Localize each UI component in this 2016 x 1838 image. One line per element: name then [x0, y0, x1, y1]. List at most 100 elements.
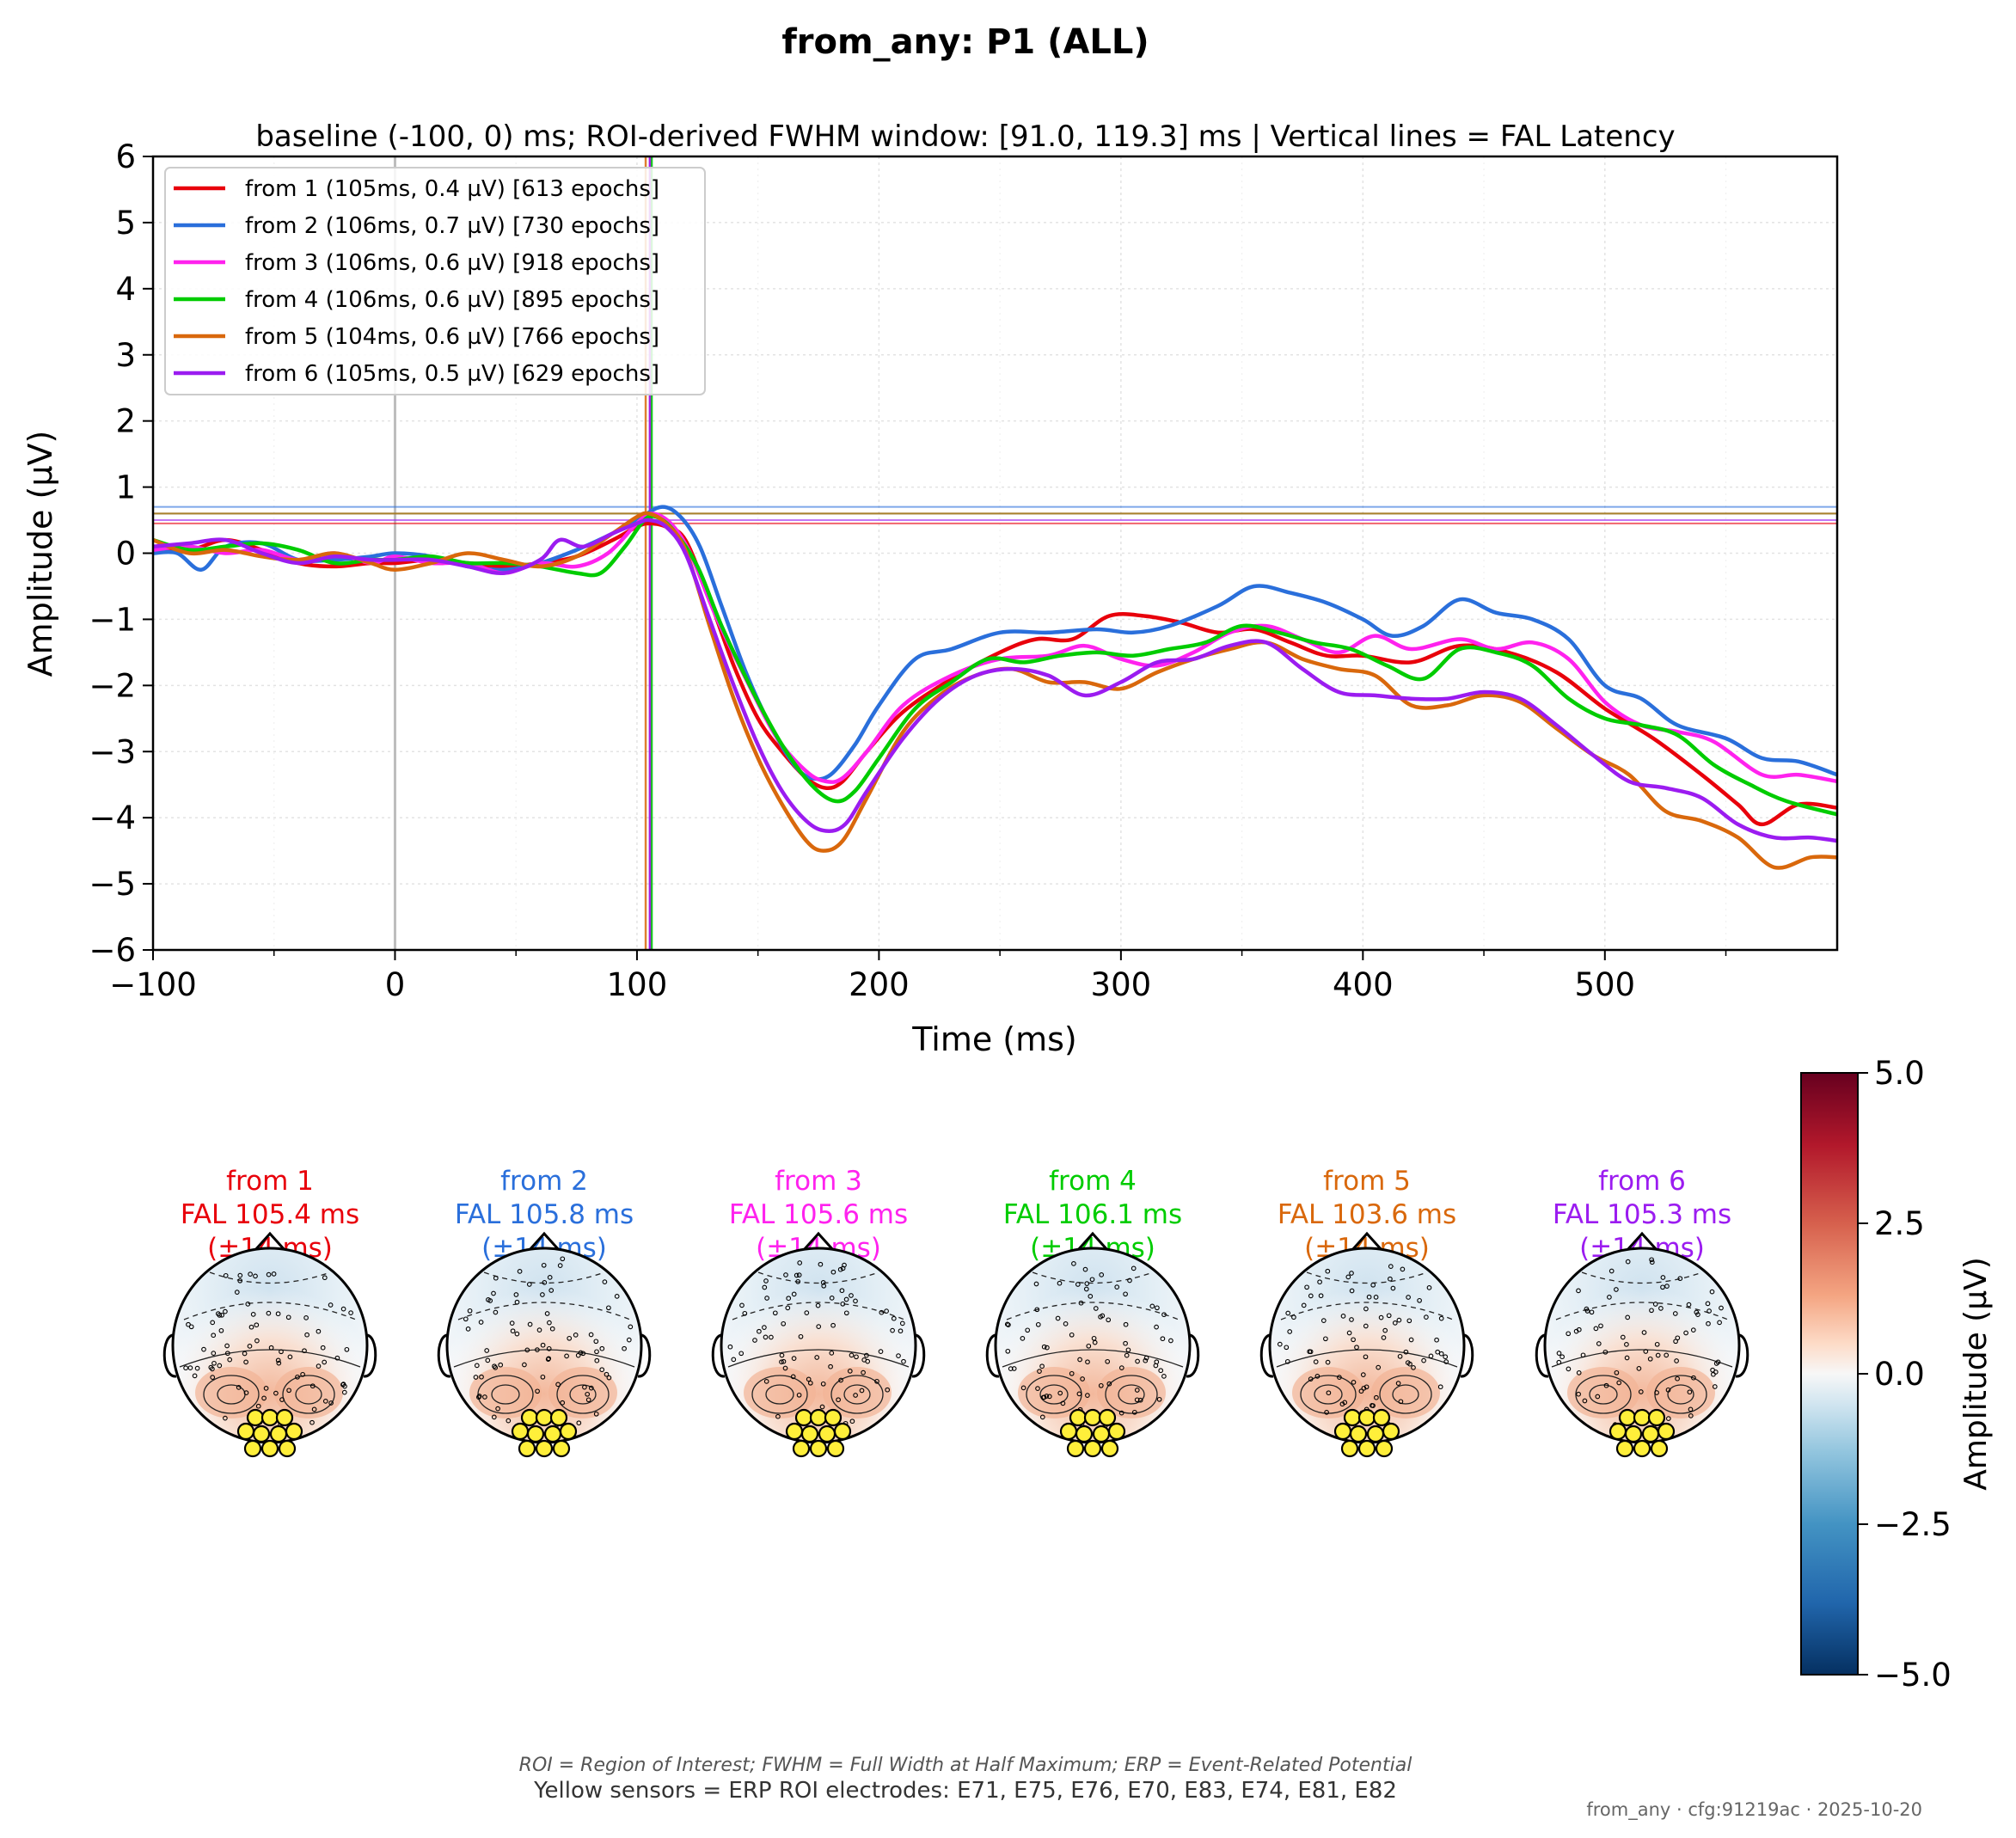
- sensor: [1411, 1365, 1416, 1370]
- roi-sensor: [1098, 1408, 1117, 1427]
- sensor: [1400, 1266, 1406, 1272]
- sensor: [1408, 1337, 1414, 1343]
- sensor: [849, 1418, 855, 1424]
- roi-sensor: [1069, 1408, 1088, 1427]
- legend-entry: from 1 (105ms, 0.4 µV) [613 epochs]: [245, 176, 659, 202]
- roi-sensor: [1641, 1424, 1660, 1443]
- sensor: [1576, 1391, 1581, 1397]
- sensor: [218, 1327, 224, 1333]
- contour: [830, 1375, 884, 1414]
- sensor: [781, 1320, 787, 1326]
- legend-entry: from 5 (104ms, 0.6 µV) [766 epochs]: [245, 324, 659, 350]
- sensor: [279, 1397, 285, 1402]
- sensor: [861, 1369, 866, 1375]
- roi-sensor: [1657, 1422, 1676, 1441]
- sensor: [544, 1311, 550, 1316]
- roi-sensor: [826, 1439, 845, 1458]
- roi-sensor: [818, 1424, 836, 1443]
- sensor: [1020, 1385, 1026, 1391]
- sensor: [540, 1342, 546, 1348]
- sensor: [1149, 1303, 1155, 1309]
- sensor: [1428, 1353, 1434, 1359]
- sensor: [237, 1277, 243, 1284]
- sensor: [1434, 1337, 1439, 1343]
- sensor: [1705, 1301, 1711, 1307]
- sensor: [1358, 1388, 1364, 1394]
- roi-sensor: [526, 1424, 545, 1443]
- sensor: [224, 1351, 230, 1357]
- sensor: [1160, 1336, 1166, 1342]
- roi-sensor: [243, 1439, 262, 1458]
- sensor: [549, 1326, 555, 1332]
- sensor: [1616, 1380, 1622, 1386]
- sensor: [224, 1343, 230, 1349]
- roi-sensor: [1382, 1422, 1400, 1441]
- sensor: [1664, 1352, 1670, 1358]
- sensor: [340, 1306, 346, 1312]
- sensor: [243, 1359, 248, 1365]
- colorbar-gradient: [1800, 1072, 1859, 1676]
- sensor: [1323, 1336, 1328, 1342]
- sensor: [1071, 1261, 1076, 1266]
- sensor: [752, 1338, 757, 1343]
- sensor: [626, 1337, 632, 1343]
- sensor: [547, 1275, 553, 1280]
- sensor: [1060, 1400, 1066, 1406]
- sensor: [254, 1322, 260, 1328]
- sensor: [898, 1328, 904, 1334]
- right-ear: [363, 1333, 377, 1378]
- sensor: [491, 1414, 497, 1420]
- sensor: [1057, 1280, 1063, 1286]
- sensor: [1304, 1284, 1309, 1290]
- sensor: [1707, 1308, 1712, 1314]
- sensor: [248, 1271, 253, 1277]
- sensor: [593, 1339, 599, 1345]
- sensor: [1085, 1359, 1090, 1365]
- sensor: [517, 1269, 523, 1274]
- contour: [1002, 1349, 1184, 1368]
- sensor: [842, 1262, 847, 1268]
- roi-sensor: [269, 1424, 288, 1443]
- sensor: [1655, 1352, 1661, 1358]
- roi-sensor: [559, 1422, 578, 1441]
- legend-entry: from 4 (106ms, 0.6 µV) [895 epochs]: [245, 287, 659, 313]
- sensor: [1649, 1308, 1654, 1314]
- y-tick-label: −2: [89, 667, 136, 704]
- sensor: [1077, 1357, 1082, 1363]
- sensor: [1123, 1321, 1129, 1327]
- sensor: [757, 1328, 762, 1334]
- sensor: [1654, 1341, 1660, 1347]
- y-tick-label: −3: [89, 733, 136, 770]
- roi-sensor: [275, 1408, 294, 1427]
- roi-sensor: [236, 1422, 255, 1441]
- roi-sensor: [1075, 1424, 1094, 1443]
- sensor: [1417, 1297, 1422, 1303]
- sensor: [1576, 1326, 1582, 1333]
- y-axis-ticks: 6 5 4 3 2 1 0 −1 −2 −3 −4 −5 −6: [89, 138, 153, 969]
- sensor: [1654, 1390, 1659, 1395]
- sensor: [1366, 1294, 1372, 1300]
- sensor: [522, 1362, 527, 1368]
- sensor: [564, 1353, 569, 1359]
- sensor: [542, 1280, 548, 1285]
- sensor: [1080, 1376, 1085, 1382]
- sensor: [341, 1389, 347, 1395]
- sensor: [1443, 1354, 1449, 1360]
- sensor: [796, 1392, 802, 1398]
- sensor: [1004, 1321, 1010, 1327]
- sensor: [1647, 1356, 1653, 1362]
- roi-sensor: [1092, 1424, 1111, 1443]
- sensor: [901, 1358, 906, 1364]
- sensor: [1438, 1351, 1444, 1357]
- sensor: [890, 1327, 895, 1333]
- sensor: [1055, 1315, 1061, 1321]
- sensor: [1114, 1284, 1120, 1290]
- sensor: [816, 1324, 822, 1329]
- sensor: [1607, 1295, 1612, 1300]
- sensor: [1020, 1336, 1026, 1341]
- sensor: [1397, 1353, 1403, 1359]
- sensor: [1566, 1366, 1572, 1372]
